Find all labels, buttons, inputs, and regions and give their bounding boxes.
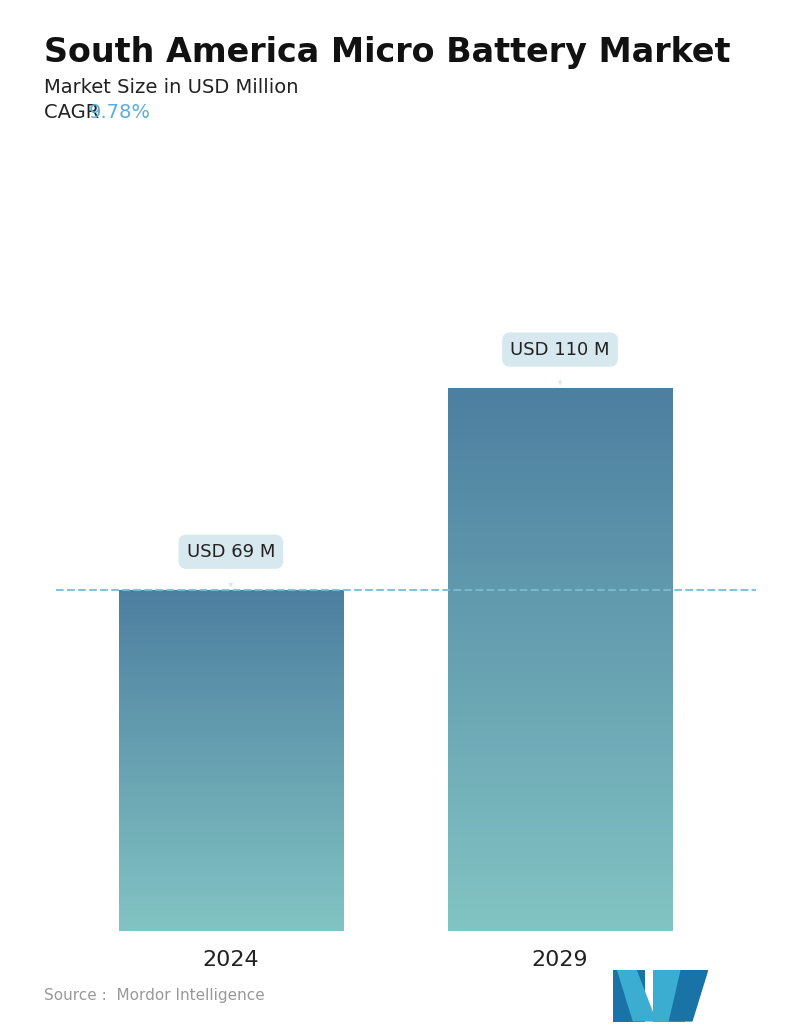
Polygon shape — [653, 970, 685, 1022]
Text: 9.78%: 9.78% — [88, 103, 150, 122]
Polygon shape — [613, 970, 645, 1022]
Text: South America Micro Battery Market: South America Micro Battery Market — [44, 36, 730, 69]
Polygon shape — [617, 970, 657, 1022]
Text: Source :  Mordor Intelligence: Source : Mordor Intelligence — [44, 987, 264, 1003]
Text: CAGR: CAGR — [44, 103, 105, 122]
Polygon shape — [669, 970, 708, 1022]
Text: USD 110 M: USD 110 M — [510, 340, 610, 386]
Text: USD 69 M: USD 69 M — [186, 543, 275, 587]
Text: Market Size in USD Million: Market Size in USD Million — [44, 78, 298, 96]
